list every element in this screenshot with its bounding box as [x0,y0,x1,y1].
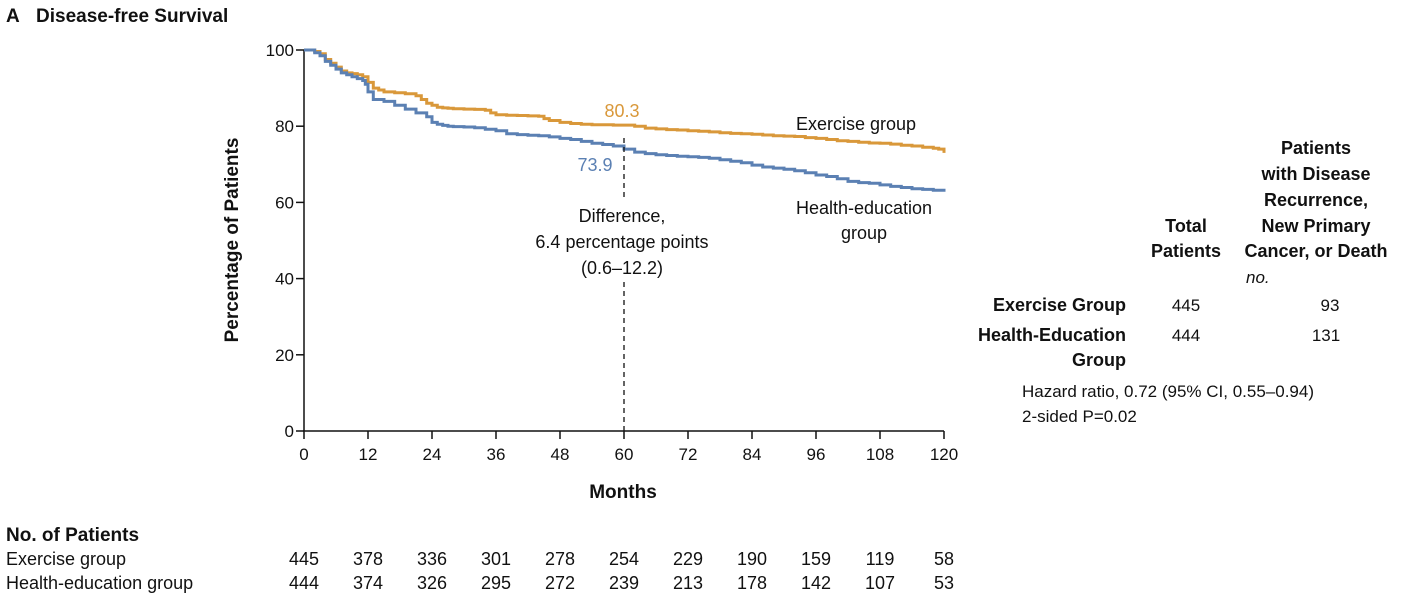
at-risk-value: 445 [289,549,319,569]
table-header-events-line3: Recurrence, [1264,190,1368,210]
at-risk-value: 107 [865,573,895,593]
x-tick-label: 120 [930,445,958,464]
y-tick-label: 100 [266,41,294,60]
p-value-text: 2-sided P=0.02 [1022,407,1137,426]
y-tick-label: 80 [275,117,294,136]
x-tick-label: 48 [551,445,570,464]
x-tick-label: 84 [743,445,762,464]
difference-label-line1: Difference, [579,206,666,226]
x-tick-label: 12 [359,445,378,464]
at-risk-value: 119 [866,549,895,569]
table-cell-events: 131 [1312,326,1340,345]
table-row-label-line2: Group [1072,350,1126,370]
at-risk-value: 254 [609,549,639,569]
x-ticks: 0 12 24 36 48 60 72 84 96 108 120 [299,431,958,464]
at-risk-value: 213 [673,573,703,593]
health-series-label-line1: Health-education [796,198,932,218]
exercise-series-line [304,48,946,153]
at-risk-value: 58 [934,549,954,569]
at-risk-value: 190 [737,549,767,569]
at-risk-value: 272 [545,573,575,593]
at-risk-value: 239 [609,573,639,593]
series-group [304,48,946,192]
table-cell-events: 93 [1321,296,1340,315]
table-cell-total: 445 [1172,296,1200,315]
at-risk-value: 278 [545,549,575,569]
y-ticks: 0 20 40 60 80 100 [266,41,304,441]
at-risk-value: 295 [481,573,511,593]
exercise-value-label: 80.3 [604,101,639,121]
summary-table: Total Patients Patients with Disease Rec… [978,138,1388,426]
table-cell-total: 444 [1172,326,1200,345]
x-tick-label: 96 [807,445,826,464]
at-risk-value: 336 [417,549,447,569]
at-risk-row-label: Exercise group [6,549,126,569]
at-risk-value: 53 [934,573,954,593]
table-header-events-line1: Patients [1281,138,1351,158]
table-header-total-line2: Patients [1151,241,1221,261]
at-risk-value: 326 [417,573,447,593]
y-tick-label: 40 [275,270,294,289]
health-series-label-line2: group [841,223,887,243]
x-axis-label: Months [589,482,657,503]
exercise-series-label: Exercise group [796,114,916,134]
x-tick-label: 108 [866,445,894,464]
at-risk-table: No. of Patients Exercise group Health-ed… [6,525,954,593]
x-tick-label: 36 [487,445,506,464]
difference-label-background [560,200,686,278]
at-risk-value: 301 [481,549,511,569]
difference-label-line3: (0.6–12.2) [581,258,663,278]
chart-title: Disease-free Survival [36,6,228,27]
table-header-events-line5: Cancer, or Death [1244,241,1387,261]
y-axis-label: Percentage of Patients [222,138,243,343]
x-tick-label: 24 [423,445,442,464]
at-risk-values: 445 378 336 301 278 254 229 190 159 119 58 444 374 32… [289,549,954,593]
table-unit: no. [1246,268,1270,287]
at-risk-value: 178 [737,573,767,593]
table-header-total-line1: Total [1165,216,1207,236]
at-risk-value: 159 [801,549,831,569]
x-tick-label: 72 [679,445,698,464]
y-tick-label: 20 [275,346,294,365]
table-header-events-line2: with Disease [1260,164,1370,184]
at-risk-value: 142 [801,573,831,593]
y-tick-label: 60 [275,193,294,212]
table-row-label: Health-Education [978,325,1126,345]
health-education-series-line [304,48,946,192]
hazard-ratio-text: Hazard ratio, 0.72 (95% CI, 0.55–0.94) [1022,382,1314,401]
difference-label-line2: 6.4 percentage points [535,232,708,252]
at-risk-value: 378 [353,549,383,569]
at-risk-title: No. of Patients [6,525,139,546]
at-risk-value: 374 [353,573,383,593]
at-risk-row-label: Health-education group [6,573,193,593]
table-header-events-line4: New Primary [1261,216,1370,236]
table-row-label: Exercise Group [993,295,1126,315]
x-tick-label: 0 [299,445,308,464]
at-risk-value: 229 [673,549,703,569]
y-tick-label: 0 [285,422,294,441]
at-risk-value: 444 [289,573,319,593]
panel-letter: A [6,6,20,27]
health-value-label: 73.9 [577,155,612,175]
x-tick-label: 60 [615,445,634,464]
